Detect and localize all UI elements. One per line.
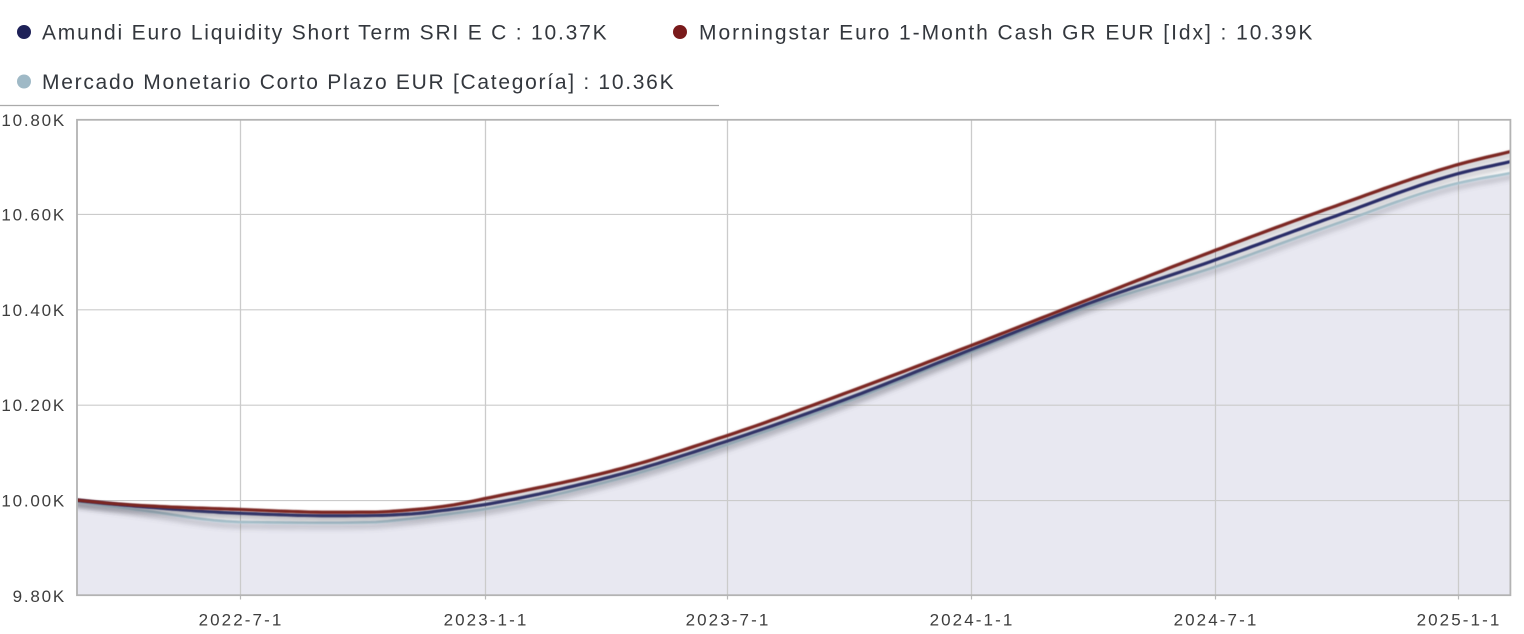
svg-text:9.80K: 9.80K [13,587,66,606]
svg-text:Mercado Monetario Corto Plazo: Mercado Monetario Corto Plazo EUR [Categ… [42,71,675,94]
svg-text:10.20K: 10.20K [1,396,66,415]
svg-text:2025-1-1: 2025-1-1 [1417,611,1502,630]
svg-text:10.60K: 10.60K [1,205,66,224]
svg-text:Morningstar Euro 1-Month Cash: Morningstar Euro 1-Month Cash GR EUR [Id… [699,22,1314,45]
svg-text:2024-1-1: 2024-1-1 [930,611,1015,630]
svg-text:Amundi Euro Liquidity Short Te: Amundi Euro Liquidity Short Term SRI E C… [42,22,608,45]
svg-text:10.40K: 10.40K [1,301,66,320]
svg-text:2024-7-1: 2024-7-1 [1174,611,1259,630]
svg-text:10.00K: 10.00K [1,492,66,511]
svg-text:10.80K: 10.80K [1,111,66,130]
svg-text:2022-7-1: 2022-7-1 [199,611,284,630]
svg-text:2023-7-1: 2023-7-1 [686,611,771,630]
svg-text:2023-1-1: 2023-1-1 [444,611,529,630]
